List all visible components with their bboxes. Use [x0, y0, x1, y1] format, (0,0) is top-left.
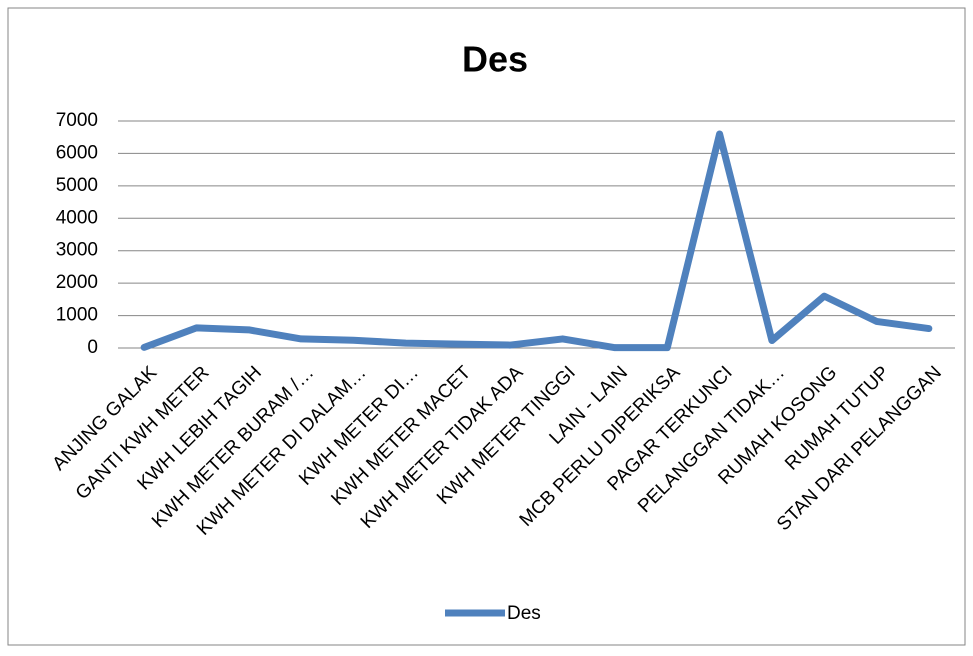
chart-title: Des — [462, 39, 528, 80]
legend-label: Des — [507, 603, 541, 624]
line-series — [140, 130, 933, 352]
y-tick-label: 3000 — [56, 240, 98, 261]
y-tick-label: 1000 — [56, 305, 98, 326]
chart-frame — [7, 7, 966, 646]
y-tick-label: 6000 — [56, 142, 98, 163]
y-tick-label: 2000 — [56, 272, 98, 293]
y-tick-label: 0 — [87, 337, 98, 358]
y-tick-label: 5000 — [56, 175, 98, 196]
y-tick-label: 7000 — [56, 110, 98, 131]
y-tick-label: 4000 — [56, 207, 98, 228]
